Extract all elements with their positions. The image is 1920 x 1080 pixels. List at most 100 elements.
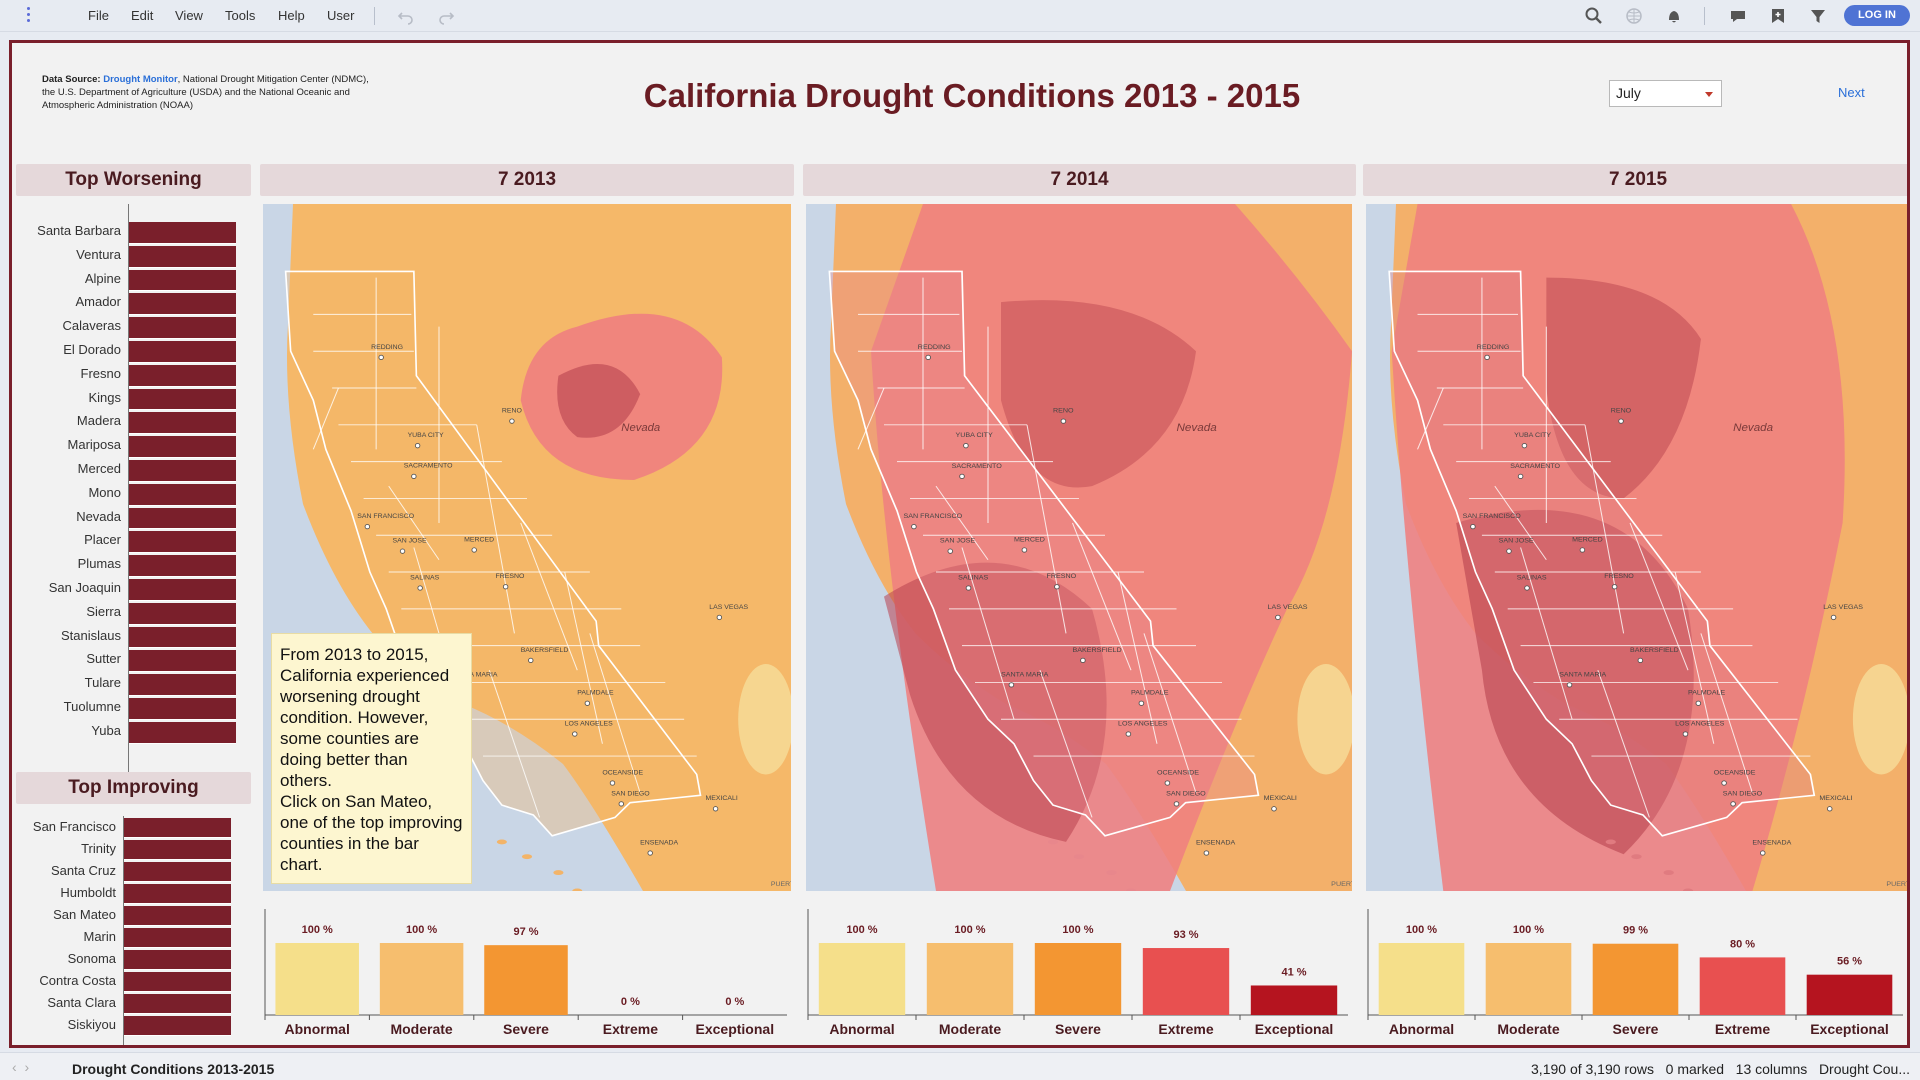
county-row[interactable]: Siskiyou <box>16 1014 251 1036</box>
county-row[interactable]: Fresno <box>16 363 251 387</box>
page-nav-arrows-icon[interactable]: ‹ › <box>12 1059 30 1075</box>
login-button[interactable]: LOG IN <box>1844 5 1910 26</box>
county-bar[interactable] <box>124 1016 231 1036</box>
county-row[interactable]: Santa Cruz <box>16 860 251 882</box>
county-row[interactable]: Plumas <box>16 553 251 577</box>
county-row[interactable]: Marin <box>16 926 251 948</box>
bell-icon[interactable] <box>1664 6 1684 26</box>
county-row[interactable]: Humboldt <box>16 882 251 904</box>
bar-exceptional[interactable] <box>1250 985 1338 1015</box>
county-bar[interactable] <box>129 721 236 744</box>
menu-file[interactable]: File <box>88 8 109 23</box>
menu-tools[interactable]: Tools <box>225 8 256 23</box>
county-row[interactable]: Santa Barbara <box>16 220 251 244</box>
county-row[interactable]: San Mateo <box>16 904 251 926</box>
drought-map[interactable]: REDDING RENO Nevada YUBA CITY SACRAMENTO SAN … <box>1366 204 1907 891</box>
county-row[interactable]: Tuolumne <box>16 696 251 720</box>
menu-edit[interactable]: Edit <box>131 8 154 23</box>
county-row[interactable]: San Joaquin <box>16 577 251 601</box>
comment-icon[interactable] <box>1728 6 1748 26</box>
undo-icon[interactable] <box>396 6 416 26</box>
county-bar[interactable] <box>129 412 236 435</box>
county-row[interactable]: Sutter <box>16 648 251 673</box>
bar-moderate[interactable] <box>926 943 1014 1015</box>
map-2014[interactable]: REDDING RENO Nevada YUBA CITY SACRAMENTO SAN … <box>806 204 1352 891</box>
globe-icon[interactable] <box>1624 6 1644 26</box>
county-row[interactable]: Santa Clara <box>16 992 251 1014</box>
county-bar[interactable] <box>129 555 236 577</box>
county-bar[interactable] <box>129 674 236 696</box>
county-row[interactable]: Amador <box>16 291 251 316</box>
county-row[interactable]: El Dorado <box>16 339 251 363</box>
bar-abnormal[interactable] <box>818 943 906 1015</box>
county-bar[interactable] <box>129 317 236 339</box>
county-row[interactable]: Sierra <box>16 601 251 625</box>
bar-moderate[interactable] <box>379 943 464 1015</box>
bar-severe[interactable] <box>1034 943 1122 1015</box>
county-row[interactable]: San Francisco <box>16 816 251 838</box>
bar-chart-2014[interactable]: 100 % Abnormal 100 % Moderate 100 % Severe 93 … <box>806 901 1352 1045</box>
county-bar[interactable] <box>124 994 231 1014</box>
county-bar[interactable] <box>129 388 236 411</box>
county-bar[interactable] <box>129 602 236 625</box>
county-row[interactable]: Sonoma <box>16 948 251 970</box>
county-bar[interactable] <box>124 862 231 882</box>
county-bar[interactable] <box>129 269 236 292</box>
county-row[interactable]: Madera <box>16 410 251 435</box>
county-row[interactable]: Mariposa <box>16 434 251 458</box>
bar-abnormal[interactable] <box>275 943 359 1015</box>
county-bar[interactable] <box>129 507 236 530</box>
county-row[interactable]: Mono <box>16 482 251 506</box>
month-dropdown[interactable]: July <box>1609 80 1722 107</box>
search-icon[interactable] <box>1584 6 1604 26</box>
county-bar[interactable] <box>124 928 231 948</box>
bar-abnormal[interactable] <box>1378 943 1465 1015</box>
filter-icon[interactable] <box>1808 6 1828 26</box>
county-row[interactable]: Calaveras <box>16 315 251 339</box>
county-bar[interactable] <box>129 579 236 601</box>
county-bar[interactable] <box>129 245 236 268</box>
county-bar[interactable] <box>129 483 236 506</box>
county-bar[interactable] <box>124 906 231 926</box>
county-bar[interactable] <box>124 840 231 860</box>
county-bar[interactable] <box>124 884 231 904</box>
county-bar[interactable] <box>124 818 231 838</box>
next-link[interactable]: Next <box>1838 85 1865 100</box>
county-row[interactable]: Ventura <box>16 244 251 268</box>
redo-icon[interactable] <box>436 6 456 26</box>
bar-chart-2013[interactable]: 100 % Abnormal 100 % Moderate 97 % Severe 0 % E… <box>263 901 791 1045</box>
county-row[interactable]: Contra Costa <box>16 970 251 992</box>
data-source-link[interactable]: Drought Monitor <box>103 74 178 85</box>
county-bar[interactable] <box>129 626 236 649</box>
county-row[interactable]: Alpine <box>16 268 251 292</box>
map-2015[interactable]: REDDING RENO Nevada YUBA CITY SACRAMENTO SAN … <box>1366 204 1907 891</box>
bar-exceptional[interactable] <box>1806 974 1893 1015</box>
county-row[interactable]: Trinity <box>16 838 251 860</box>
county-row[interactable]: Merced <box>16 458 251 482</box>
county-bar[interactable] <box>129 222 236 244</box>
county-bar[interactable] <box>129 293 236 316</box>
menu-user[interactable]: User <box>327 8 355 23</box>
county-bar[interactable] <box>129 436 236 458</box>
county-bar[interactable] <box>129 341 236 363</box>
county-row[interactable]: Stanislaus <box>16 625 251 649</box>
county-bar[interactable] <box>129 650 236 673</box>
county-bar[interactable] <box>124 950 231 970</box>
bar-severe[interactable] <box>484 945 568 1015</box>
bar-chart-2015[interactable]: 100 % Abnormal 100 % Moderate 99 % Severe 80 %… <box>1366 901 1907 1045</box>
county-bar[interactable] <box>129 531 236 554</box>
county-row[interactable]: Kings <box>16 387 251 411</box>
county-bar[interactable] <box>129 460 236 482</box>
drought-map[interactable]: REDDING RENO Nevada YUBA CITY SACRAMENTO SAN … <box>806 204 1352 891</box>
bar-severe[interactable] <box>1592 943 1679 1015</box>
county-row[interactable]: Tulare <box>16 672 251 696</box>
county-row[interactable]: Yuba <box>16 720 251 744</box>
menu-view[interactable]: View <box>175 8 203 23</box>
county-row[interactable]: Nevada <box>16 506 251 530</box>
bookmark-icon[interactable] <box>1768 6 1788 26</box>
county-bar[interactable] <box>129 364 236 387</box>
county-bar[interactable] <box>124 972 231 992</box>
bar-extreme[interactable] <box>1142 948 1230 1015</box>
bar-extreme[interactable] <box>1699 957 1786 1015</box>
county-row[interactable]: Placer <box>16 529 251 554</box>
